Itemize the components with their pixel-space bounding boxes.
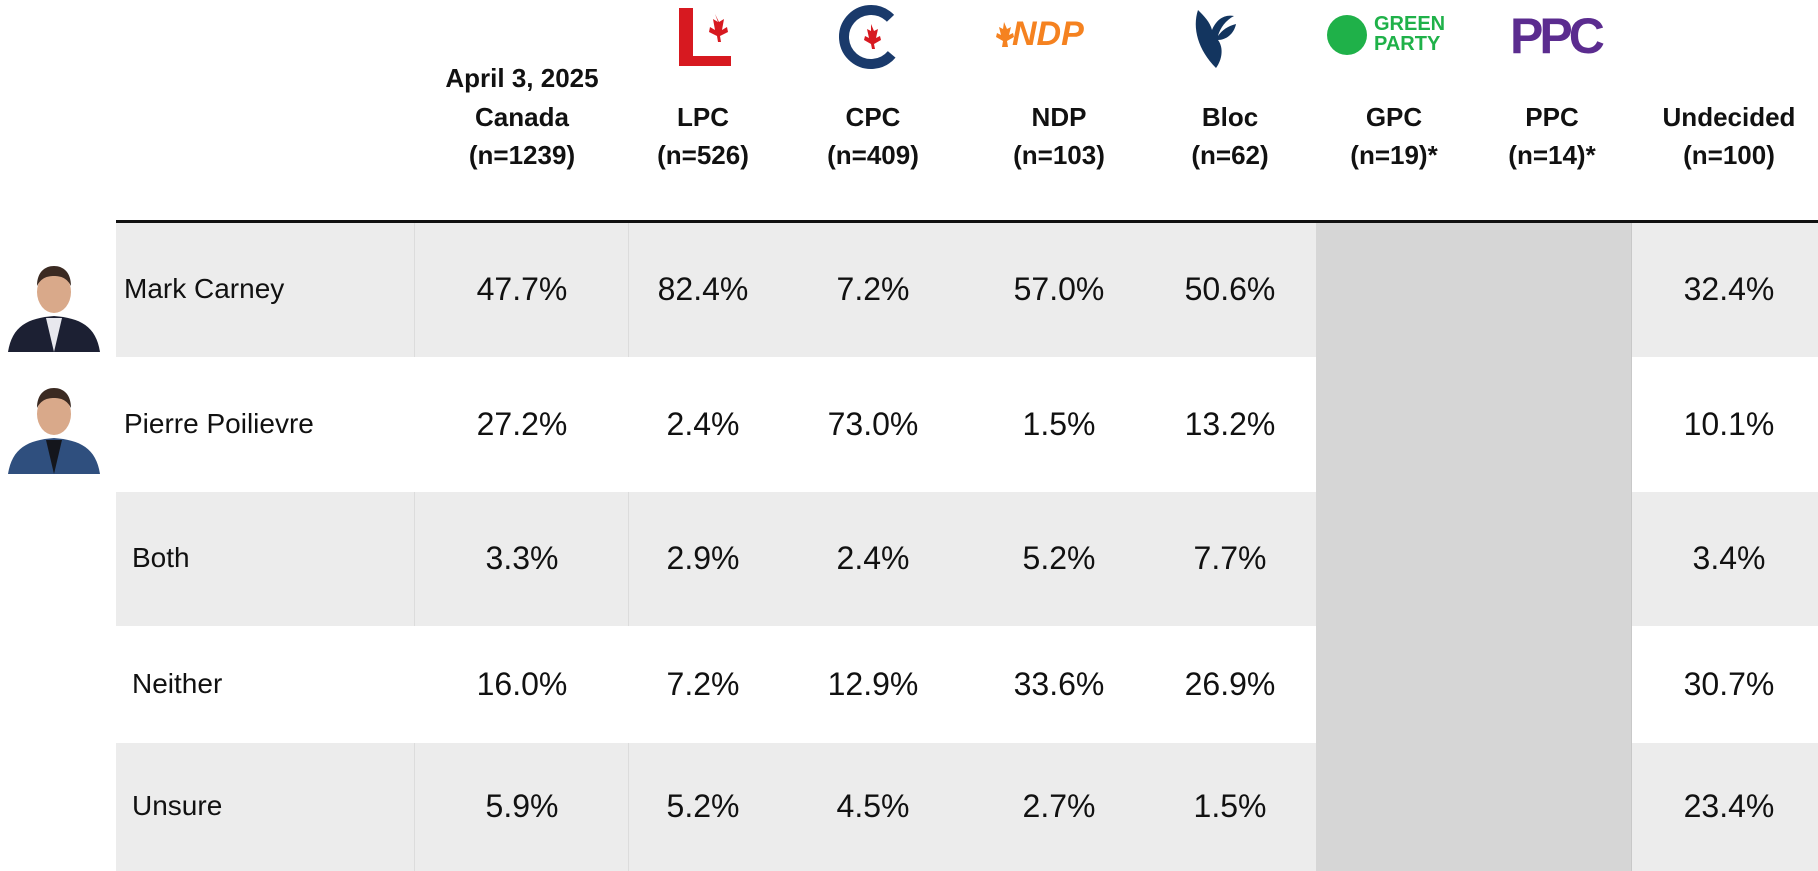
cell-value: 1.5% <box>1193 788 1267 824</box>
column-separator <box>628 223 629 357</box>
cell-value: 10.1% <box>1683 405 1775 442</box>
cell-value: 33.6% <box>1013 665 1105 702</box>
column-date: April 3, 2025 <box>445 63 599 93</box>
column-n: (n=14)* <box>1508 140 1596 170</box>
logo-graphic <box>679 8 731 66</box>
column-n: (n=19)* <box>1350 140 1438 170</box>
cell-value: 7.2% <box>836 271 910 307</box>
cell-value: 3.4% <box>1692 540 1766 576</box>
cell-value: 73.0% <box>827 405 919 442</box>
column-separator <box>414 223 415 357</box>
logo-circle <box>1327 15 1367 55</box>
column-name: CPC <box>845 102 901 132</box>
cell-value: 3.3% <box>485 540 559 576</box>
column-separator <box>1631 223 1632 871</box>
column-n: (n=1239) <box>468 140 576 170</box>
cell-value: 7.7% <box>1193 540 1267 576</box>
column-separator <box>414 492 415 626</box>
cell-value: 4.5% <box>836 788 910 824</box>
logo-text-line: NDP <box>1012 15 1084 53</box>
cell-value: 12.9% <box>827 665 919 702</box>
row-label: Neither <box>132 667 223 699</box>
column-n: (n=103) <box>1013 140 1105 170</box>
column-name: Bloc <box>1201 102 1259 132</box>
logo-text: GREEN PARTY <box>1374 14 1445 54</box>
column-name: Canada <box>475 102 569 132</box>
row-label: Both <box>132 542 190 573</box>
cell-value: 5.9% <box>485 788 559 824</box>
party-logo <box>838 4 904 70</box>
column-name: Undecided <box>1662 102 1796 132</box>
cell-value: 2.4% <box>836 540 910 576</box>
portrait-graphic <box>8 388 100 474</box>
column-name: NDP <box>1031 102 1087 132</box>
cell-value: 47.7% <box>476 271 568 307</box>
row-label: Unsure <box>132 790 223 821</box>
cell-value: 2.4% <box>666 405 740 442</box>
column-name: GPC <box>1365 102 1423 132</box>
cell-value: 57.0% <box>1013 271 1105 307</box>
row-label: Mark Carney <box>124 273 285 304</box>
portrait-graphic <box>8 266 100 352</box>
cell-value: 32.4% <box>1683 271 1775 307</box>
logo-graphic <box>839 5 903 69</box>
cell-value: 30.7% <box>1683 665 1775 702</box>
logo-text: PPC <box>1510 8 1605 64</box>
cell-value: 50.6% <box>1184 271 1276 307</box>
column-n: (n=100) <box>1683 140 1775 170</box>
cell-value: 5.2% <box>1022 540 1096 576</box>
party-logo <box>994 20 1014 48</box>
row-label: Pierre Poilievre <box>124 407 314 439</box>
column-name: PPC <box>1525 102 1579 132</box>
cell-value: 2.7% <box>1022 788 1096 824</box>
logo-graphic <box>1195 10 1236 68</box>
logo-text: NDP <box>1012 14 1084 54</box>
cell-value: 13.2% <box>1184 405 1276 442</box>
cell-value: 2.9% <box>666 540 740 576</box>
logo-text-line: GREEN <box>1374 13 1446 35</box>
column-name: LPC <box>677 102 729 132</box>
column-n: (n=526) <box>657 140 749 170</box>
column-separator <box>628 492 629 626</box>
column-n: (n=409) <box>827 140 919 170</box>
cell-value: 5.2% <box>666 788 740 824</box>
suppressed-block <box>1316 223 1631 871</box>
column-n: (n=62) <box>1191 140 1269 170</box>
cell-value: 1.5% <box>1022 405 1096 442</box>
portrait <box>8 258 100 352</box>
cell-value: 16.0% <box>476 665 568 702</box>
party-logo <box>675 4 735 68</box>
cell-value: 26.9% <box>1184 665 1276 702</box>
column-separator <box>628 743 629 871</box>
header-rule <box>116 220 1818 223</box>
cell-value: 27.2% <box>476 405 568 442</box>
cell-value: 23.4% <box>1683 788 1775 824</box>
logo-graphic <box>996 22 1014 47</box>
cell-value: 82.4% <box>657 271 749 307</box>
logo-text-line: PPC <box>1510 8 1605 64</box>
cell-value: 7.2% <box>666 665 740 702</box>
party-logo <box>1188 4 1240 72</box>
column-separator <box>414 743 415 871</box>
portrait <box>8 380 100 474</box>
logo-text-line: PARTY <box>1374 33 1441 55</box>
